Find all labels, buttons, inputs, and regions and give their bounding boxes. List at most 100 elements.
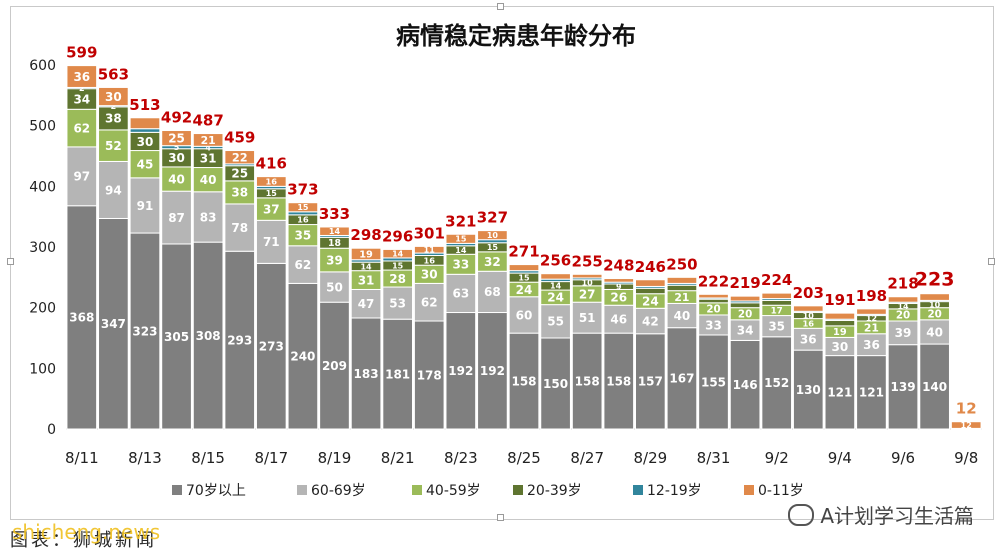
bar-segment xyxy=(761,336,793,430)
bar-segment xyxy=(887,344,919,430)
x-tick-label: 9/2 xyxy=(765,449,789,467)
bar-data-label: 368 xyxy=(69,311,94,325)
bar-segment xyxy=(729,339,761,430)
x-tick-label: 8/27 xyxy=(570,449,604,467)
bar-segment xyxy=(477,230,508,241)
bar-data-label: 25 xyxy=(168,131,185,145)
bar-data-label: 183 xyxy=(354,367,379,381)
resize-handle-left[interactable] xyxy=(7,258,14,265)
bar-total-label: 459 xyxy=(224,129,255,147)
bar-total-label: 191 xyxy=(824,291,855,309)
x-tick-label: 8/25 xyxy=(507,449,541,467)
bar-total-label: 12 xyxy=(956,400,977,418)
bar-data-label: 51 xyxy=(579,311,596,325)
bar-total-label: 250 xyxy=(666,255,697,273)
bar-data-label: 52 xyxy=(105,139,122,153)
legend-swatch xyxy=(297,485,307,495)
bar-data-label: 15 xyxy=(392,261,404,270)
bar-data-label: 10 xyxy=(582,279,594,288)
bar-data-label: 40 xyxy=(674,309,691,323)
bar-total-label: 416 xyxy=(256,155,287,173)
bar-data-label: 32 xyxy=(484,255,501,269)
bar-data-label: 15 xyxy=(518,274,530,283)
bar-data-label: 40 xyxy=(168,172,185,186)
bar-segment xyxy=(603,332,635,430)
bar-data-label: 30 xyxy=(137,135,154,149)
bar-data-label: 152 xyxy=(764,376,789,390)
x-tick-label: 9/8 xyxy=(954,449,978,467)
bar-data-label: 16 xyxy=(803,318,815,328)
bar-data-label: 30 xyxy=(832,340,849,354)
x-tick-label: 8/11 xyxy=(65,449,99,467)
bar-data-label: 33 xyxy=(452,258,469,272)
bar-data-label: 39 xyxy=(326,253,343,267)
bar-data-label: 83 xyxy=(200,210,217,224)
resize-handle-bottom[interactable] xyxy=(497,514,504,521)
legend-label: 12-19岁 xyxy=(647,483,702,499)
legend-label: 40-59岁 xyxy=(426,483,481,499)
x-tick-label: 8/29 xyxy=(634,449,668,467)
bar-data-label: 158 xyxy=(575,374,600,388)
bar-data-label: 37 xyxy=(263,202,280,216)
y-tick-label: 100 xyxy=(29,361,56,377)
bar-segment xyxy=(824,319,856,327)
bar-segment xyxy=(698,334,729,430)
bar-data-label: 347 xyxy=(101,317,126,331)
resize-handle-right[interactable] xyxy=(988,258,995,265)
bar-data-label: 308 xyxy=(196,329,221,343)
bar-data-label: 40 xyxy=(926,325,943,339)
bar-total-label: 198 xyxy=(856,287,887,305)
x-tick-label: 8/15 xyxy=(191,449,225,467)
bar-total-label: 224 xyxy=(761,271,792,289)
bar-segment xyxy=(98,160,129,219)
y-tick-label: 400 xyxy=(29,179,56,195)
bar-segment xyxy=(477,312,508,430)
resize-handle-top[interactable] xyxy=(497,3,504,10)
bar-segment xyxy=(224,203,256,252)
bar-data-label: 91 xyxy=(137,199,154,213)
bar-segment xyxy=(382,318,414,430)
bar-segment xyxy=(445,233,477,244)
legend-swatch xyxy=(513,485,523,495)
bar-data-label: 34 xyxy=(73,92,90,106)
bar-data-label: 209 xyxy=(322,359,347,373)
bar-segment xyxy=(508,264,540,272)
bar-segment xyxy=(161,190,192,245)
bar-segment xyxy=(634,287,666,295)
bar-segment xyxy=(856,355,887,430)
bar-total-label: 256 xyxy=(540,252,571,270)
bar-segment xyxy=(161,243,192,430)
x-tick-label: 8/19 xyxy=(318,449,352,467)
bar-data-label: 293 xyxy=(227,333,252,347)
bar-segment xyxy=(224,250,256,430)
bar-data-label: 139 xyxy=(891,380,916,394)
legend-swatch xyxy=(172,485,182,495)
bar-segment xyxy=(919,319,950,345)
bar-data-label: 36 xyxy=(800,333,817,347)
legend-swatch xyxy=(412,485,422,495)
bar-segment xyxy=(129,128,161,133)
bar-data-label: 158 xyxy=(511,374,536,388)
bar-total-label: 513 xyxy=(129,96,160,114)
bar-total-label: 255 xyxy=(572,252,603,270)
bar-data-label: 42 xyxy=(642,314,659,328)
bar-data-label: 18 xyxy=(328,238,341,249)
bar-data-label: 16 xyxy=(297,215,309,225)
bar-data-label: 78 xyxy=(231,221,248,235)
bar-data-label: 121 xyxy=(859,386,884,400)
bar-data-label: 1 xyxy=(963,425,969,434)
bar-data-label: 60 xyxy=(516,308,533,322)
bar-data-label: 25 xyxy=(231,167,248,181)
bar-data-label: 140 xyxy=(922,380,947,394)
bar-data-label: 4 xyxy=(205,143,211,152)
bar-total-label: 246 xyxy=(635,258,666,276)
bar-data-label: 16 xyxy=(423,255,435,265)
bar-segment xyxy=(350,247,382,261)
bar-data-label: 94 xyxy=(105,183,122,197)
bar-data-label: 121 xyxy=(827,386,852,400)
bar-total-label: 563 xyxy=(98,65,129,83)
bar-data-label: 24 xyxy=(547,291,564,305)
bar-data-label: 10 xyxy=(803,311,815,320)
bar-data-label: 14 xyxy=(897,302,909,311)
bar-data-label: 15 xyxy=(297,203,309,212)
